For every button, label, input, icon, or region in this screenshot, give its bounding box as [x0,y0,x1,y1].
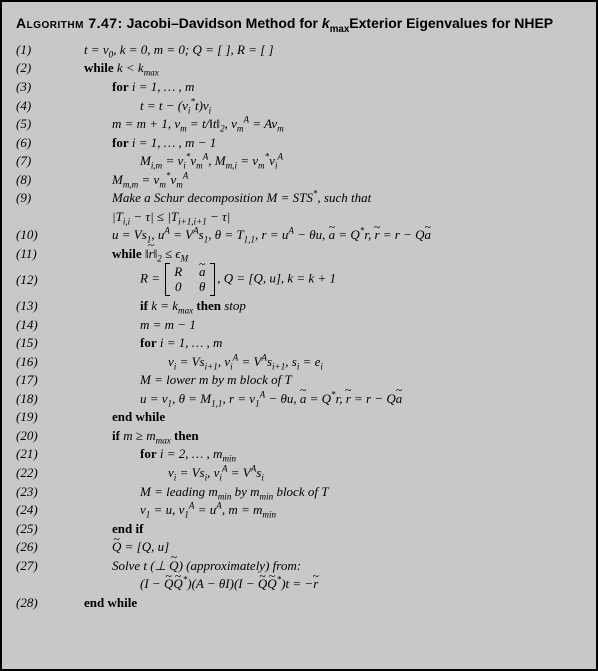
line-number: (28) [16,594,56,612]
algorithm-line: (2)while k < kmax [16,59,582,77]
algorithm-line: (7)Mi,m = vi*vmA, Mm,i = vm*viA [16,152,582,170]
line-number: (2) [16,59,56,77]
line-number: (10) [16,226,56,244]
line-content: R = Ra0θ, Q = [Q, u], k = k + 1 [56,263,336,296]
line-number: (8) [16,171,56,189]
algorithm-line: (5)m = m + 1, vm = t/‖t‖2, vmA = Avm [16,115,582,133]
line-content: vi = Vsi, viA = VAsi [56,464,264,482]
line-content: m = m − 1 [56,316,196,334]
line-number: (13) [16,297,56,315]
line-number: (3) [16,78,56,96]
line-content: (I − QQ*)(A − θI)(I − QQ*)t = −r [56,575,318,593]
line-number: (15) [16,334,56,352]
title-part1: Jacobi–Davidson Method for [127,15,322,31]
algorithm-line: (26)Q = [Q, u] [16,538,582,556]
algorithm-line: (21)for i = 2, … , mmin [16,445,582,463]
line-content: if k = kmax then stop [56,297,246,315]
line-content: for i = 1, … , m [56,78,194,96]
algorithm-header: Algorithm 7.47: Jacobi–Davidson Method f… [16,14,582,33]
line-number: (22) [16,464,56,482]
algorithm-line: (8)Mm,m = vm*vmA [16,171,582,189]
algorithm-line: (12)R = Ra0θ, Q = [Q, u], k = k + 1 [16,263,582,296]
line-content: end while [56,408,165,426]
line-content: Mm,m = vm*vmA [56,171,188,189]
line-number: (14) [16,316,56,334]
algorithm-line: (11)while ‖r‖2 ≤ ϵM [16,245,582,263]
algorithm-line: (27)Solve t (⊥ Q) (approximately) from: [16,557,582,575]
algorithm-line: (6)for i = 1, … , m − 1 [16,134,582,152]
algorithm-line: (3)for i = 1, … , m [16,78,582,96]
line-number: (5) [16,115,56,133]
line-content: for i = 1, … , m [56,334,222,352]
algorithm-body: (1)t = v0, k = 0, m = 0; Q = [ ], R = [ … [16,41,582,611]
algorithm-box: Algorithm 7.47: Jacobi–Davidson Method f… [0,0,598,671]
line-content: Mi,m = vi*vmA, Mm,i = vm*viA [56,152,283,170]
algorithm-line: (14)m = m − 1 [16,316,582,334]
line-content: m = m + 1, vm = t/‖t‖2, vmA = Avm [56,115,284,133]
algorithm-line: (18)u = v1, θ = M1,1, r = v1A − θu, a = … [16,390,582,408]
algorithm-line: (24)v1 = u, v1A = uA, m = mmin [16,501,582,519]
line-number: (9) [16,189,56,207]
line-content: while ‖r‖2 ≤ ϵM [56,245,188,263]
line-number: (18) [16,390,56,408]
line-content: Q = [Q, u] [56,538,169,556]
algorithm-line: (I − QQ*)(A − θI)(I − QQ*)t = −r [16,575,582,593]
line-content: for i = 2, … , mmin [56,445,236,463]
algorithm-line: (10)u = Vs1, uA = VAs1, θ = T1,1, r = uA… [16,226,582,244]
line-content: u = Vs1, uA = VAs1, θ = T1,1, r = uA − θ… [56,226,431,244]
algorithm-line: |Ti,i − τ| ≤ |Ti+1,i+1 − τ| [16,208,582,226]
line-content: |Ti,i − τ| ≤ |Ti+1,i+1 − τ| [56,208,230,226]
line-number: (23) [16,483,56,501]
algorithm-line: (13)if k = kmax then stop [16,297,582,315]
line-content: t = v0, k = 0, m = 0; Q = [ ], R = [ ] [56,41,274,59]
algorithm-line: (23)M = leading mmin by mmin block of T [16,483,582,501]
title-part2: Exterior Eigenvalues for NHEP [349,15,553,31]
line-number: (1) [16,41,56,59]
line-content: while k < kmax [56,59,159,77]
line-number: (11) [16,245,56,263]
line-content: Make a Schur decomposition M = STS*, suc… [56,189,371,207]
line-number: (27) [16,557,56,575]
line-content: vi = Vsi+1, viA = VAsi+1, si = ei [56,353,323,371]
line-number: (6) [16,134,56,152]
line-number: (16) [16,353,56,371]
line-number: (26) [16,538,56,556]
algorithm-line: (25)end if [16,520,582,538]
line-content: M = lower m by m block of T [56,371,292,389]
algorithm-label: Algorithm 7.47: [16,15,123,31]
line-number: (25) [16,520,56,538]
line-content: for i = 1, … , m − 1 [56,134,216,152]
line-number: (20) [16,427,56,445]
line-number: (24) [16,501,56,519]
algorithm-line: (20)if m ≥ mmax then [16,427,582,445]
algorithm-line: (16)vi = Vsi+1, viA = VAsi+1, si = ei [16,353,582,371]
line-content: end if [56,520,143,538]
line-number: (19) [16,408,56,426]
algorithm-line: (15)for i = 1, … , m [16,334,582,352]
line-content: end while [56,594,137,612]
algorithm-line: (1)t = v0, k = 0, m = 0; Q = [ ], R = [ … [16,41,582,59]
algorithm-line: (28)end while [16,594,582,612]
algorithm-line: (4)t = t − (vi*t)vi [16,97,582,115]
line-content: M = leading mmin by mmin block of T [56,483,328,501]
algorithm-line: (19)end while [16,408,582,426]
algorithm-line: (9)Make a Schur decomposition M = STS*, … [16,189,582,207]
line-content: v1 = u, v1A = uA, m = mmin [56,501,276,519]
line-number: (21) [16,445,56,463]
line-number: (17) [16,371,56,389]
line-content: if m ≥ mmax then [56,427,199,445]
algorithm-line: (22)vi = Vsi, viA = VAsi [16,464,582,482]
line-number: (7) [16,152,56,170]
line-number: (12) [16,271,56,289]
line-number: (4) [16,97,56,115]
line-content: u = v1, θ = M1,1, r = v1A − θu, a = Q*r,… [56,390,402,408]
line-content: t = t − (vi*t)vi [56,97,211,115]
